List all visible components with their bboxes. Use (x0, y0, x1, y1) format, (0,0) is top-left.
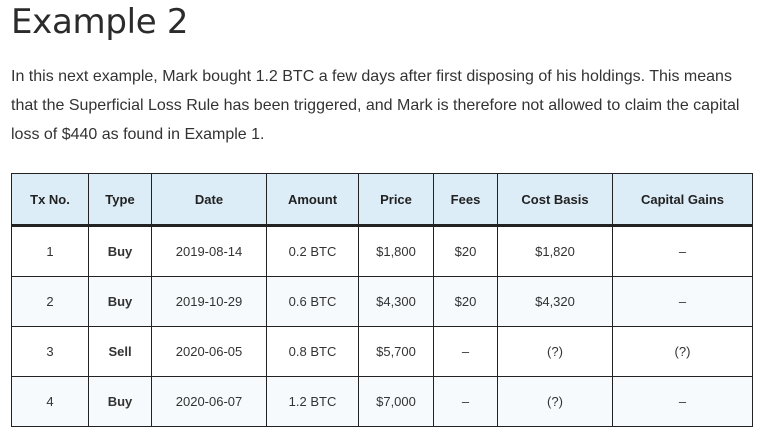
cell-amount: 0.2 BTC (266, 225, 359, 277)
column-header-price: Price (358, 173, 434, 226)
column-header-capital-gains: Capital Gains (612, 173, 753, 226)
cell-type: Buy (88, 376, 152, 427)
cell-price: $1,800 (358, 225, 434, 277)
cell-cost-basis: (?) (497, 376, 613, 427)
column-header-fees: Fees (433, 173, 498, 226)
table-row: 3 Sell 2020-06-05 0.8 BTC $5,700 – (?) (… (11, 326, 753, 377)
cell-fees: $20 (433, 225, 498, 277)
table-header-row: Tx No. Type Date Amount Price Fees Cost … (11, 173, 753, 226)
cell-type: Sell (88, 326, 152, 377)
column-header-cost-basis: Cost Basis (497, 173, 613, 226)
cell-capital-gains: – (612, 276, 753, 327)
cell-cost-basis: $4,320 (497, 276, 613, 327)
cell-fees: $20 (433, 276, 498, 327)
column-header-date: Date (151, 173, 267, 226)
column-header-type: Type (88, 173, 152, 226)
column-header-tx-no: Tx No. (11, 173, 89, 226)
cell-cost-basis: $1,820 (497, 225, 613, 277)
cell-date: 2020-06-05 (151, 326, 267, 377)
cell-cost-basis: (?) (497, 326, 613, 377)
table-row: 4 Buy 2020-06-07 1.2 BTC $7,000 – (?) – (11, 376, 753, 427)
cell-tx-no: 3 (11, 326, 89, 377)
cell-date: 2019-10-29 (151, 276, 267, 327)
cell-price: $4,300 (358, 276, 434, 327)
cell-amount: 0.8 BTC (266, 326, 359, 377)
table-row: 1 Buy 2019-08-14 0.2 BTC $1,800 $20 $1,8… (11, 225, 753, 277)
cell-capital-gains: – (612, 225, 753, 277)
cell-tx-no: 1 (11, 225, 89, 277)
cell-type: Buy (88, 276, 152, 327)
cell-tx-no: 4 (11, 376, 89, 427)
cell-price: $5,700 (358, 326, 434, 377)
cell-date: 2020-06-07 (151, 376, 267, 427)
cell-amount: 0.6 BTC (266, 276, 359, 327)
cell-price: $7,000 (358, 376, 434, 427)
cell-type: Buy (88, 225, 152, 277)
cell-tx-no: 2 (11, 276, 89, 327)
table-row: 2 Buy 2019-10-29 0.6 BTC $4,300 $20 $4,3… (11, 276, 753, 327)
cell-fees: – (433, 326, 498, 377)
column-header-amount: Amount (266, 173, 359, 226)
cell-fees: – (433, 376, 498, 427)
cell-date: 2019-08-14 (151, 225, 267, 277)
cell-amount: 1.2 BTC (266, 376, 359, 427)
cell-capital-gains: (?) (612, 326, 753, 377)
intro-paragraph: In this next example, Mark bought 1.2 BT… (11, 68, 740, 143)
cell-capital-gains: – (612, 376, 753, 427)
transactions-table: Tx No. Type Date Amount Price Fees Cost … (11, 173, 753, 427)
page-title: Example 2 (11, 2, 189, 42)
